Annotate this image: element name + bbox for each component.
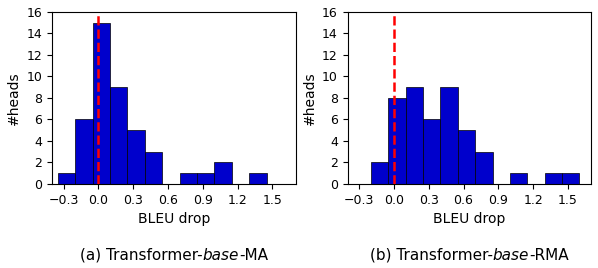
Bar: [145, 152, 162, 184]
Bar: [249, 173, 267, 184]
Text: (b) Transformer-: (b) Transformer-: [370, 248, 493, 263]
Bar: [179, 173, 197, 184]
Y-axis label: #heads: #heads: [303, 71, 316, 125]
Bar: [110, 87, 127, 184]
Bar: [197, 173, 215, 184]
Bar: [93, 23, 110, 184]
Bar: [475, 152, 493, 184]
Bar: [423, 120, 440, 184]
Bar: [405, 87, 423, 184]
Bar: [371, 162, 388, 184]
Bar: [562, 173, 579, 184]
Bar: [388, 98, 405, 184]
X-axis label: BLEU drop: BLEU drop: [138, 212, 210, 226]
Text: -RMA: -RMA: [529, 248, 569, 263]
Y-axis label: #heads: #heads: [7, 71, 21, 125]
X-axis label: BLEU drop: BLEU drop: [433, 212, 505, 226]
Bar: [440, 87, 457, 184]
Text: -MA: -MA: [239, 248, 268, 263]
Bar: [58, 173, 75, 184]
Bar: [215, 162, 232, 184]
Bar: [75, 120, 93, 184]
Bar: [545, 173, 562, 184]
Text: base: base: [493, 248, 529, 263]
Bar: [510, 173, 527, 184]
Text: base: base: [203, 248, 239, 263]
Text: (a) Transformer-: (a) Transformer-: [80, 248, 203, 263]
Bar: [127, 130, 145, 184]
Bar: [457, 130, 475, 184]
